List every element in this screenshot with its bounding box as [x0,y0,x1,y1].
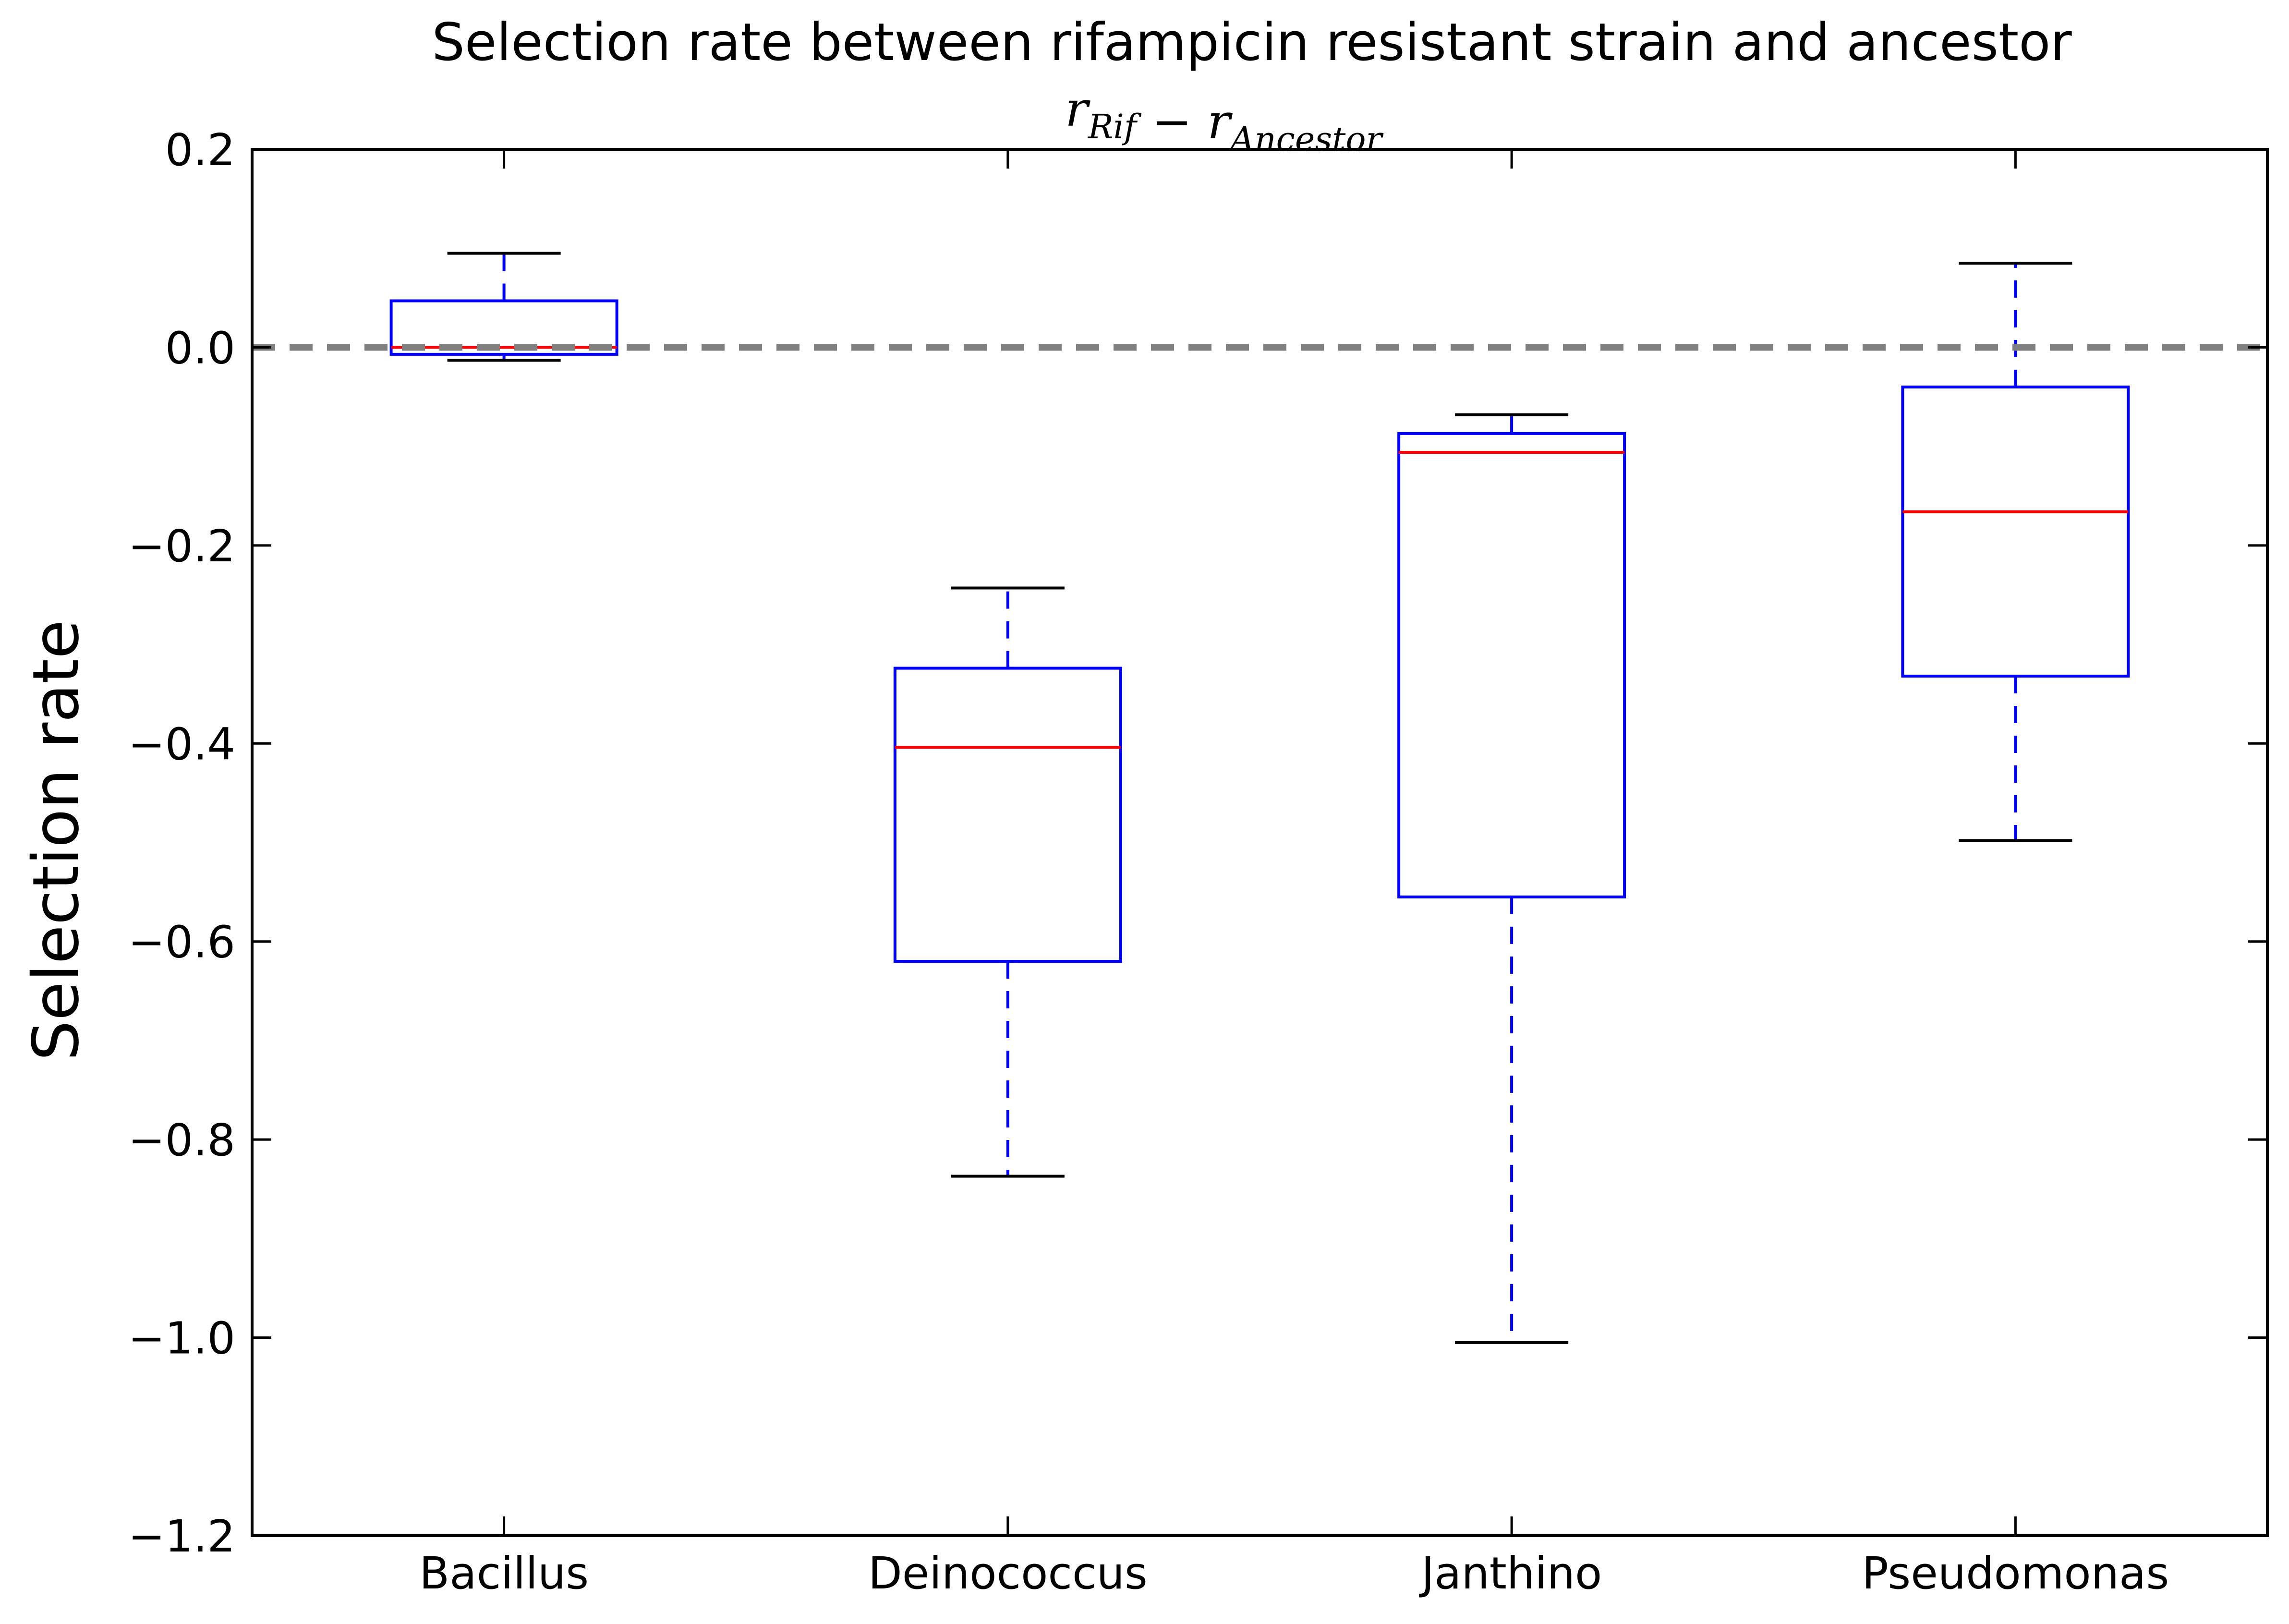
y-tick-label: −0.4 [128,718,235,770]
y-axis-label: Selection rate [19,620,93,1061]
y-tick-label: 0.2 [165,124,235,176]
x-tick-label-janthino: Janthino [1419,1548,1602,1599]
y-tick-label: −0.8 [128,1115,235,1166]
x-tick-label-deinococcus: Deinococcus [868,1548,1148,1599]
y-tick-label: −0.2 [128,521,235,572]
chart-subtitle: rRif − rAncestor [1065,81,1383,159]
y-tick-label: −1.2 [128,1511,235,1562]
box-bacillus [389,299,618,356]
x-tick-label-pseudomonas: Pseudomonas [1862,1548,2169,1599]
chart-title: Selection rate between rifampicin resist… [432,12,2072,73]
axes-frame [251,148,2269,1537]
box-pseudomonas [1901,385,2130,678]
y-tick-label: −1.0 [128,1313,235,1364]
axes: 0.2 0.0 −0.2 −0.4 −0.6 −0.8 −1.0 −1.2 Bacillus De… [128,124,2269,1599]
box-janthino [1397,432,1626,898]
plot-area [252,252,2267,1344]
box-deinococcus [893,667,1122,963]
y-tick-label: 0.0 [165,322,235,374]
x-tick-label-bacillus: Bacillus [419,1548,589,1599]
y-tick-label: −0.6 [128,917,235,968]
